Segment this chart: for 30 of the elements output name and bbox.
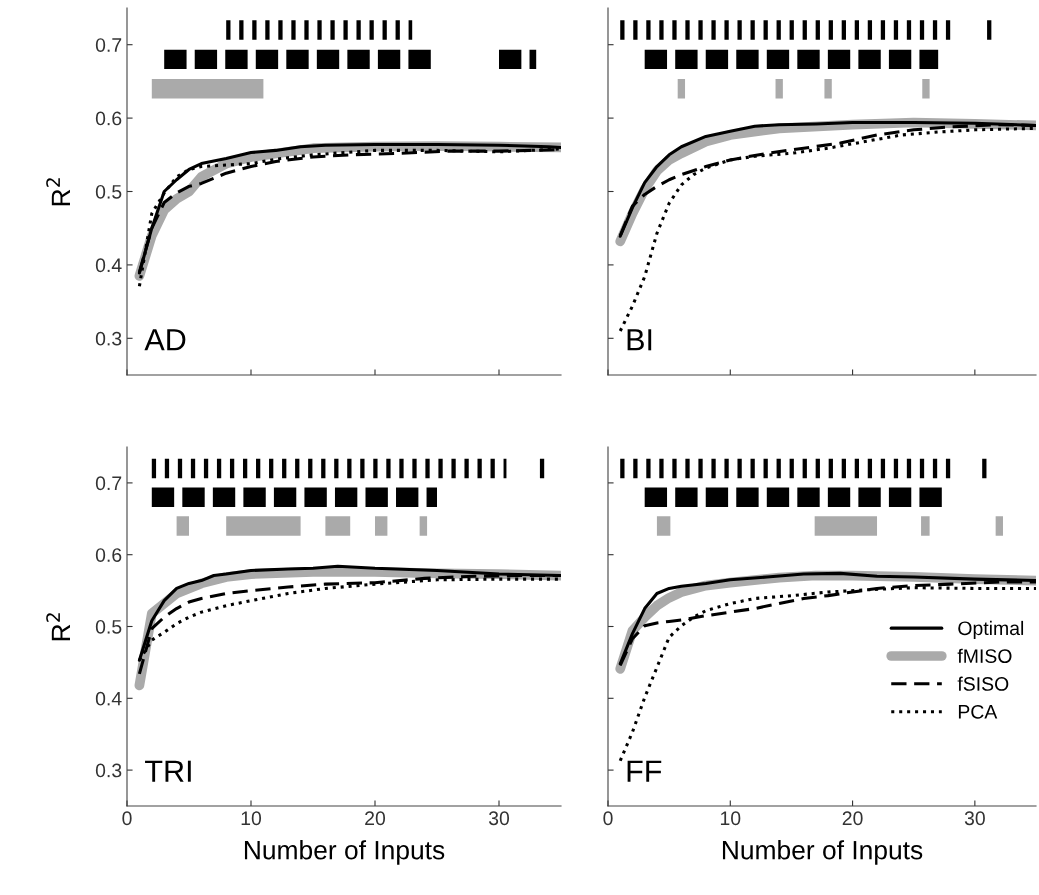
y-tick-label: 0.6: [95, 548, 122, 562]
x-tick-label: 30: [488, 811, 510, 826]
x-tick-label: 0: [603, 811, 613, 826]
x-tick-label: 20: [365, 811, 386, 826]
y-tick-label: 0.6: [95, 111, 122, 126]
legend-label: Optimal: [958, 620, 1024, 639]
y-tick-label: 0.3: [95, 763, 122, 778]
legend-label: fMISO: [957, 648, 1012, 663]
x-tick-label: 0: [122, 811, 132, 826]
legend-label: fSISO: [957, 676, 1009, 691]
y-tick-label: 0.7: [95, 38, 122, 52]
x-tick-label: 20: [842, 811, 863, 826]
x-axis-title: Number of Inputs: [722, 840, 923, 865]
legend-label: PCA: [958, 704, 998, 719]
y-tick-label: 0.4: [95, 691, 122, 706]
y-tick-label: 0.5: [95, 184, 122, 199]
y-tick-label: 0.4: [95, 258, 122, 273]
x-tick-label: 10: [241, 811, 262, 826]
x-axis-title: Number of Inputs: [244, 840, 445, 865]
y-axis-title: R$^{2}$: [46, 613, 70, 641]
annotation: TRI: [145, 760, 191, 782]
y-tick-label: 0.7: [95, 476, 122, 491]
x-tick-label: 30: [964, 811, 985, 826]
annotation: AD: [144, 329, 186, 351]
x-tick-label: 10: [720, 811, 741, 826]
y-axis-title: R$^{2}$: [46, 178, 70, 206]
y-tick-label: 0.5: [95, 619, 122, 634]
annotation: FF: [627, 760, 662, 782]
annotation: BI: [627, 329, 652, 351]
y-tick-label: 0.3: [95, 331, 122, 346]
